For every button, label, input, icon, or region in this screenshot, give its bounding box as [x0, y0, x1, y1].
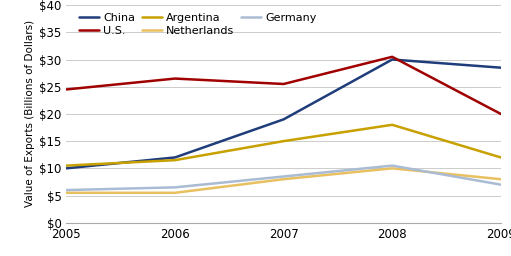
Germany: [63, 188, 69, 191]
Germany: [498, 183, 504, 186]
China: [389, 58, 396, 61]
Netherlands: [172, 191, 178, 194]
Netherlands: [63, 191, 69, 194]
China: [281, 118, 287, 121]
U.S.: [172, 77, 178, 80]
U.S.: [389, 55, 396, 58]
Netherlands: [281, 178, 287, 181]
China: [63, 167, 69, 170]
Argentina: [498, 156, 504, 159]
Argentina: [389, 123, 396, 126]
Germany: [172, 186, 178, 189]
U.S.: [63, 88, 69, 91]
Netherlands: [498, 178, 504, 181]
China: [172, 156, 178, 159]
China: [498, 66, 504, 69]
Line: Germany: Germany: [66, 166, 501, 190]
Argentina: [63, 164, 69, 167]
U.S.: [498, 112, 504, 115]
Netherlands: [389, 167, 396, 170]
Y-axis label: Value of Exports (Billions of Dollars): Value of Exports (Billions of Dollars): [25, 20, 35, 207]
Line: Argentina: Argentina: [66, 125, 501, 166]
Legend: China, U.S., Argentina, Netherlands, Germany: China, U.S., Argentina, Netherlands, Ger…: [76, 11, 319, 38]
Line: U.S.: U.S.: [66, 57, 501, 114]
Argentina: [172, 159, 178, 162]
Line: Netherlands: Netherlands: [66, 168, 501, 193]
U.S.: [281, 82, 287, 86]
Line: China: China: [66, 59, 501, 168]
Germany: [281, 175, 287, 178]
Argentina: [281, 140, 287, 143]
Germany: [389, 164, 396, 167]
